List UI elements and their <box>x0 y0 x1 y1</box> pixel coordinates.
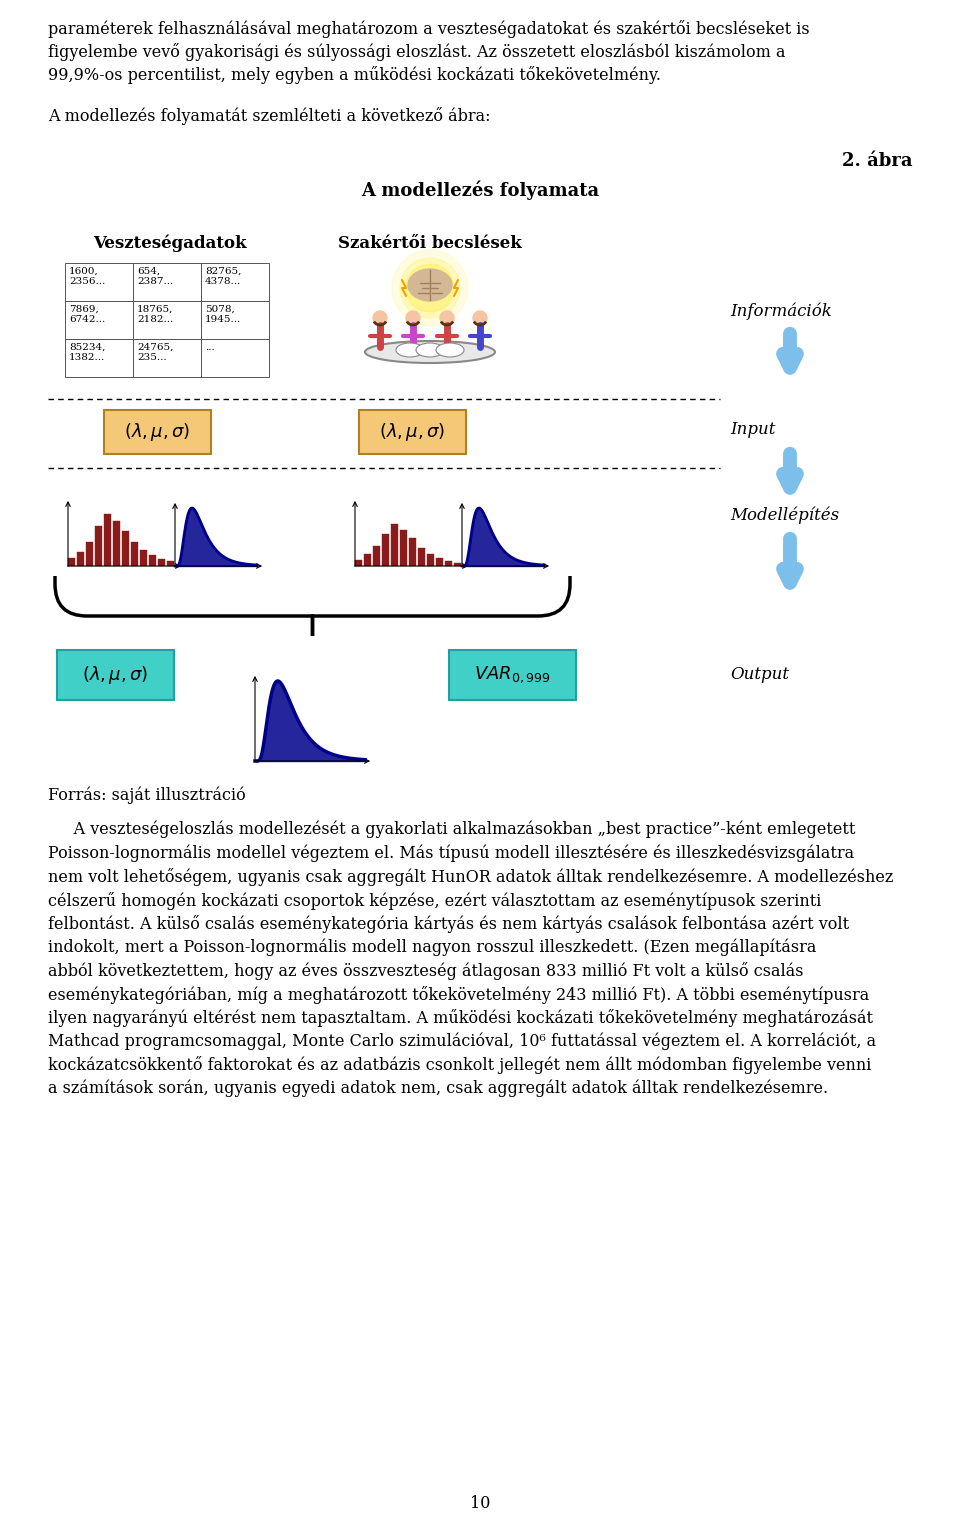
Bar <box>77 552 84 566</box>
Bar <box>445 561 452 566</box>
Text: ilyen nagyarányú eltérést nem tapasztaltam. A működési kockázati tőkekövetelmény: ilyen nagyarányú eltérést nem tapasztalt… <box>48 1009 873 1027</box>
Text: 10: 10 <box>469 1495 491 1512</box>
Bar <box>167 561 174 566</box>
Text: $(\lambda, \mu, \sigma)$: $(\lambda, \mu, \sigma)$ <box>83 664 149 685</box>
Circle shape <box>406 311 420 325</box>
Text: kockázatcsökkentő faktorokat és az adatbázis csonkolt jellegét nem állt módomban: kockázatcsökkentő faktorokat és az adatb… <box>48 1056 872 1075</box>
FancyBboxPatch shape <box>359 409 466 454</box>
Circle shape <box>392 250 468 327</box>
Text: 82765,
4378...: 82765, 4378... <box>205 267 241 287</box>
Text: 99,9%-os percentilist, mely egyben a működési kockázati tőkekövetelmény.: 99,9%-os percentilist, mely egyben a műk… <box>48 66 661 84</box>
Bar <box>68 558 75 566</box>
Text: A veszteségeloszlás modellezését a gyakorlati alkalmazásokban „best practice”-ké: A veszteségeloszlás modellezését a gyako… <box>48 822 855 839</box>
Text: célszerű homogén kockázati csoportok képzése, ezért választottam az eseménytípus: célszerű homogén kockázati csoportok kép… <box>48 892 822 909</box>
Bar <box>400 530 407 566</box>
Bar <box>391 524 398 566</box>
Text: Poisson-lognormális modellel végeztem el. Más típusú modell illesztésére és ille: Poisson-lognormális modellel végeztem el… <box>48 845 854 862</box>
Ellipse shape <box>396 343 424 357</box>
Text: nem volt lehetőségem, ugyanis csak aggregált HunOR adatok álltak rendelkezésemre: nem volt lehetőségem, ugyanis csak aggre… <box>48 868 894 886</box>
Ellipse shape <box>436 343 464 357</box>
Bar <box>86 543 93 566</box>
Bar <box>133 264 201 300</box>
Bar <box>427 553 434 566</box>
Text: Forrás: saját illusztráció: Forrás: saját illusztráció <box>48 786 246 803</box>
Text: Információk: Információk <box>730 304 832 320</box>
Bar <box>65 300 133 339</box>
Text: 7869,
6742...: 7869, 6742... <box>69 305 106 325</box>
Text: figyelembe vevő gyakorisági és súlyossági eloszlást. Az összetett eloszlásból ki: figyelembe vevő gyakorisági és súlyosság… <box>48 43 785 61</box>
Bar <box>409 538 416 566</box>
Text: abból következtettem, hogy az éves összveszteség átlagosan 833 millió Ft volt a : abból következtettem, hogy az éves összv… <box>48 963 804 980</box>
Bar <box>65 339 133 377</box>
Text: paraméterek felhasználásával meghatározom a veszteségadatokat és szakértői becsl: paraméterek felhasználásával meghatározo… <box>48 20 809 38</box>
Text: felbontást. A külső csalás eseménykategória kártyás és nem kártyás csalások felb: felbontást. A külső csalás eseménykategó… <box>48 915 850 934</box>
Text: $(\lambda,\mu,\sigma)$: $(\lambda,\mu,\sigma)$ <box>379 422 445 443</box>
Bar <box>373 546 380 566</box>
FancyBboxPatch shape <box>57 650 174 701</box>
Bar <box>149 555 156 566</box>
Circle shape <box>406 264 454 313</box>
Text: A modellezés folyamatát szemlélteti a következő ábra:: A modellezés folyamatát szemlélteti a kö… <box>48 107 491 126</box>
Text: indokolt, mert a Poisson-lognormális modell nagyon rosszul illeszkedett. (Ezen m: indokolt, mert a Poisson-lognormális mod… <box>48 938 816 957</box>
Bar <box>131 543 138 566</box>
Bar <box>436 558 443 566</box>
Bar <box>454 563 461 566</box>
Bar <box>65 264 133 300</box>
Text: eseménykategóriában, míg a meghatározott tőkekövetelmény 243 millió Ft). A többi: eseménykategóriában, míg a meghatározott… <box>48 986 869 1004</box>
Text: 2. ábra: 2. ábra <box>842 152 912 170</box>
Text: Input: Input <box>730 422 776 438</box>
Ellipse shape <box>416 343 444 357</box>
Ellipse shape <box>365 340 495 363</box>
Text: 654,
2387...: 654, 2387... <box>137 267 173 287</box>
Text: 18765,
2182...: 18765, 2182... <box>137 305 174 325</box>
FancyBboxPatch shape <box>104 409 211 454</box>
Bar <box>201 264 269 300</box>
Text: Modellépítés: Modellépítés <box>730 506 839 523</box>
Text: 1600,
2356...: 1600, 2356... <box>69 267 106 287</box>
Text: Szakértői becslések: Szakértői becslések <box>338 235 522 251</box>
Bar <box>364 553 371 566</box>
Bar <box>104 514 111 566</box>
Bar <box>382 533 389 566</box>
Bar <box>133 300 201 339</box>
Bar <box>122 530 129 566</box>
Text: 5078,
1945...: 5078, 1945... <box>205 305 241 325</box>
Bar <box>113 521 120 566</box>
Bar <box>133 339 201 377</box>
Bar <box>140 550 147 566</box>
Text: Veszteségadatok: Veszteségadatok <box>93 235 247 253</box>
FancyBboxPatch shape <box>449 650 576 701</box>
Text: Mathcad programcsomaggal, Monte Carlo szimulációval, 10⁶ futtatással végeztem el: Mathcad programcsomaggal, Monte Carlo sz… <box>48 1033 876 1050</box>
Circle shape <box>400 258 460 317</box>
Bar <box>158 560 165 566</box>
Bar <box>201 339 269 377</box>
Bar <box>201 300 269 339</box>
Text: a számítások során, ugyanis egyedi adatok nem, csak aggregált adatok álltak rend: a számítások során, ugyanis egyedi adato… <box>48 1079 828 1098</box>
Text: Output: Output <box>730 665 789 684</box>
Text: A modellezés folyamata: A modellezés folyamata <box>361 179 599 199</box>
Circle shape <box>373 311 387 325</box>
Ellipse shape <box>408 268 452 300</box>
Text: $VAR_{0,999}$: $VAR_{0,999}$ <box>474 665 551 685</box>
Bar <box>418 547 425 566</box>
Bar <box>355 560 362 566</box>
Text: $(\lambda,\mu,\sigma)$: $(\lambda,\mu,\sigma)$ <box>124 422 191 443</box>
Text: ...: ... <box>205 343 215 353</box>
Bar <box>95 526 102 566</box>
Text: 85234,
1382...: 85234, 1382... <box>69 343 106 362</box>
Circle shape <box>473 311 487 325</box>
Text: 24765,
235...: 24765, 235... <box>137 343 174 362</box>
Circle shape <box>440 311 454 325</box>
